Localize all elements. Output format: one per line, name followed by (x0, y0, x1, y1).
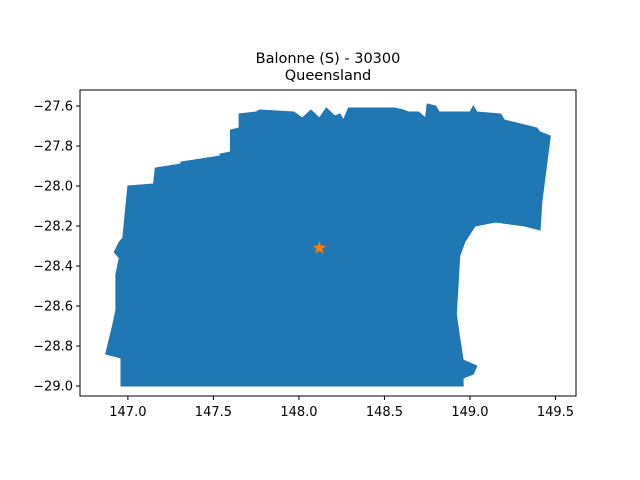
title-line-1: Balonne (S) - 30300 (256, 51, 401, 67)
y-tick-label: −27.8 (33, 140, 73, 155)
x-tick-label: 147.5 (195, 405, 232, 420)
x-tick-label: 149.5 (537, 405, 574, 420)
y-tick-label: −28.6 (33, 300, 73, 315)
y-tick-label: −28.0 (33, 180, 73, 195)
x-tick-label: 148.0 (280, 405, 317, 420)
x-tick-label: 149.0 (451, 405, 488, 420)
y-axis: −27.6 −27.8 −28.0 −28.2 −28.4 −28.6 −28.8 −29.0 (33, 100, 80, 395)
y-tick-label: −28.2 (33, 220, 73, 235)
axes-frame (79, 89, 577, 397)
y-tick-label: −28.8 (33, 340, 73, 355)
x-tick-label: 147.0 (109, 405, 146, 420)
x-tick-label: 148.5 (366, 405, 403, 420)
y-tick-label: −28.4 (33, 260, 73, 275)
plot-area (105, 103, 551, 387)
y-tick-label: −29.0 (33, 380, 73, 395)
y-tick-label: −27.6 (33, 100, 73, 115)
x-axis: 147.0 147.5 148.0 148.5 149.0 149.5 (109, 396, 574, 420)
region-shape (105, 103, 551, 387)
centroid-star-marker (312, 241, 327, 254)
title-line-2: Queensland (285, 68, 372, 84)
